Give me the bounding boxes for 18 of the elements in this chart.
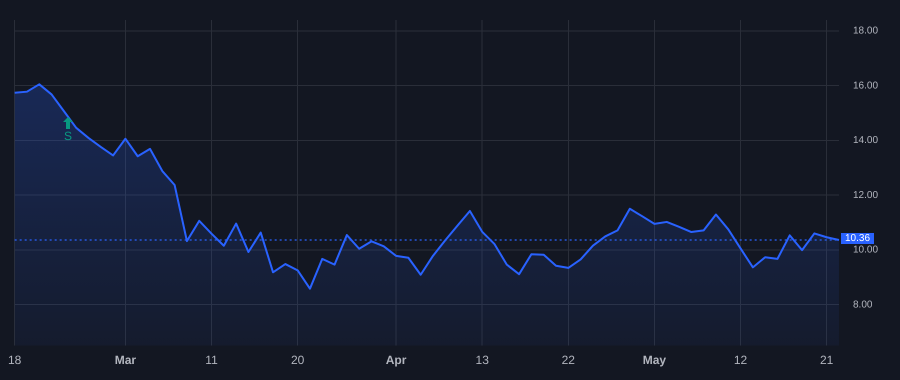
x-tick-label: 13 <box>476 353 490 368</box>
x-tick-label: 18 <box>8 353 22 368</box>
ref-line-label: 10.36 <box>844 233 870 244</box>
y-tick-label: 18.00 <box>852 26 878 37</box>
y-tick-label: 16.00 <box>852 80 878 92</box>
x-tick-label: May <box>642 353 666 368</box>
x-tick-label: Apr <box>386 353 407 368</box>
y-tick-label: 8.00 <box>852 299 873 310</box>
x-tick-label: 21 <box>820 353 834 368</box>
x-tick-label: Mar <box>114 353 136 368</box>
annotation: S <box>62 129 73 143</box>
y-tick-label: 14.00 <box>852 135 878 146</box>
y-tick-label: 10.00 <box>852 244 878 256</box>
x-tick-label: 12 <box>734 353 748 368</box>
x-tick-label: 20 <box>290 353 305 368</box>
x-tick-label: 11 <box>205 353 218 368</box>
y-tick-label: 12.00 <box>852 190 878 201</box>
x-tick-label: 22 <box>562 353 576 368</box>
